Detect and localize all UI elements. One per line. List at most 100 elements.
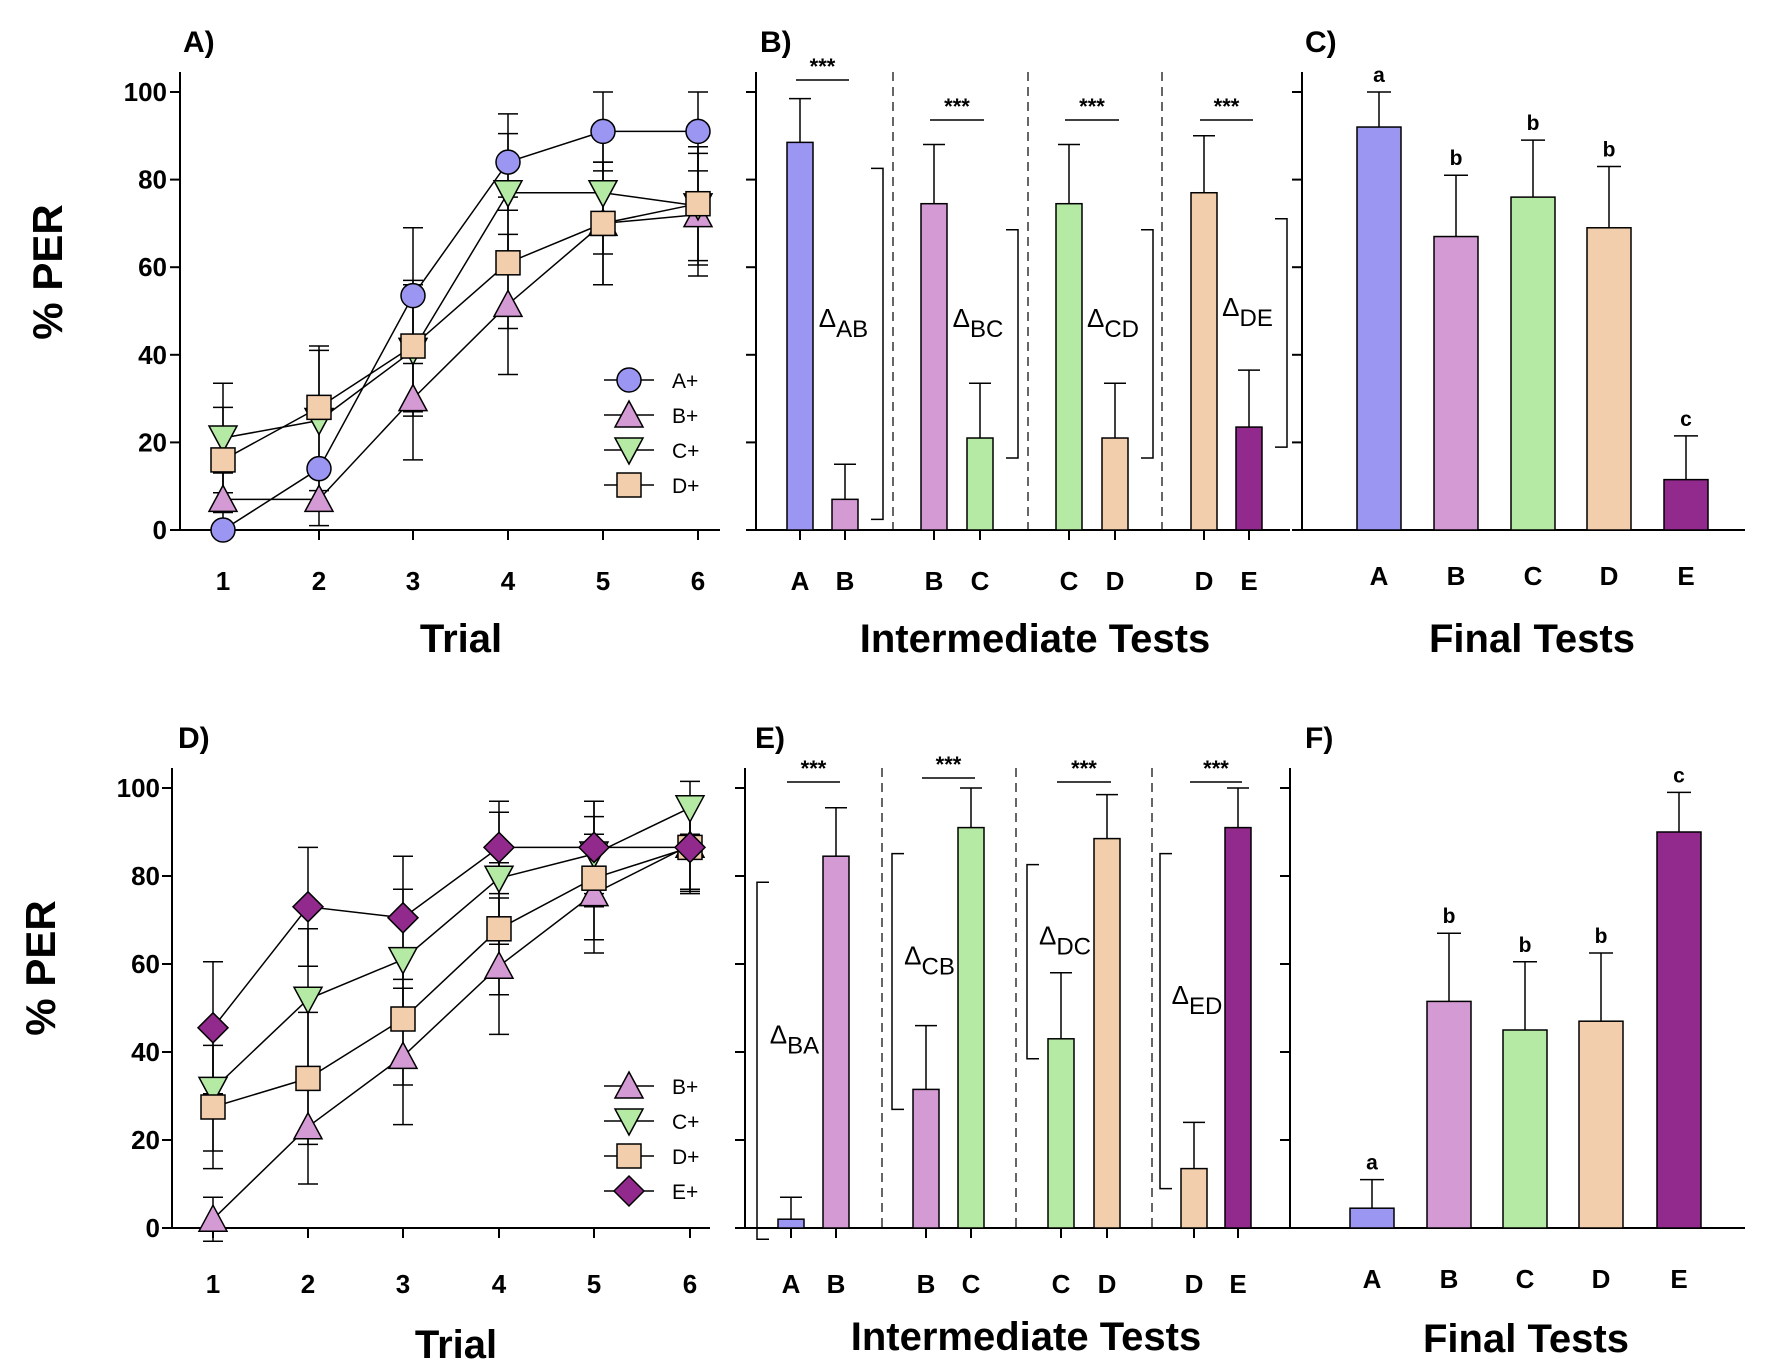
panel-5-label: E) — [755, 722, 785, 755]
panel-1-point-C — [587, 179, 619, 209]
panel-1-y-tick-label: 60 — [138, 252, 167, 282]
panel-1-label: A) — [183, 26, 215, 59]
panel-5-delta-label: ΔED — [1172, 980, 1223, 1020]
panel-2-x-tick-label: C — [1060, 566, 1079, 596]
panel-5-bar-E — [1224, 826, 1252, 1229]
panel-2-xlabel: Intermediate Tests — [860, 617, 1211, 661]
panel-2-delta-bracket — [1006, 228, 1019, 459]
panel-4-x-tick-label: 1 — [206, 1269, 220, 1299]
panel-2-bar-C — [1055, 202, 1083, 531]
panel-4-y-tick-label: 20 — [131, 1125, 160, 1155]
panel-4-point-B — [578, 878, 610, 907]
panel-2-delta-symbol: Δ — [953, 303, 970, 333]
panel-4-legend-marker-B — [613, 1070, 645, 1099]
panel-4-point-C — [483, 865, 515, 894]
panel-1-series-line-B — [223, 213, 699, 501]
panel-1-x-tick-label: 4 — [501, 566, 516, 596]
panel-2-delta-label: ΔCD — [1087, 303, 1139, 343]
panel-5-sig-stars: *** — [1203, 756, 1229, 781]
ylabel-top: % PER — [24, 204, 71, 339]
panel-3-x-tick-label: D — [1600, 561, 1619, 591]
panel-6-sig-letter: c — [1673, 764, 1685, 787]
panel-1-y-tick-label: 0 — [153, 515, 167, 545]
panel-1-point-B — [207, 483, 239, 513]
panel-1-legend-marker-B — [613, 399, 645, 428]
panel-5-xlabel: Intermediate Tests — [851, 1315, 1202, 1359]
panel-4-xlabel: Trial — [415, 1323, 497, 1367]
panel-5-x-tick-label: D — [1098, 1269, 1117, 1299]
panel-6-sig-letter: b — [1443, 905, 1456, 928]
panel-1-point-D — [210, 447, 236, 473]
panel-4-series-line-C — [212, 807, 691, 1090]
panel-5-x-tick-label: C — [962, 1269, 981, 1299]
panel-1-point-A — [685, 118, 711, 145]
panel-5-bar-D — [1093, 837, 1121, 1229]
panel-5-delta-subscript: ED — [1189, 993, 1222, 1020]
panel-1-point-A — [210, 517, 236, 543]
panel-1-point-A — [495, 149, 521, 175]
panel-4-point-D — [581, 865, 607, 891]
panel-2-x-tick-label: C — [971, 566, 990, 596]
panel-2-x-tick-label: D — [1195, 566, 1214, 596]
panel-1-x-tick-label: 1 — [216, 566, 230, 596]
panel-2-bar-D — [1101, 437, 1129, 531]
panel-4-y-tick-label: 60 — [131, 949, 160, 979]
panel-4-series-line-E — [212, 846, 690, 1029]
panel-4-y-tick-label: 40 — [131, 1037, 160, 1067]
panel-2-delta-label: ΔBC — [953, 303, 1004, 343]
panel-5-delta-symbol: Δ — [1039, 921, 1056, 951]
panel-4-label: D) — [178, 722, 210, 755]
panel-4-point-D — [486, 916, 512, 942]
panel-2-delta-bracket — [1275, 217, 1288, 448]
panel-6-sig-letter: b — [1519, 934, 1532, 957]
panel-1-legend-marker-D — [616, 472, 642, 498]
panel-4-point-B — [292, 1111, 324, 1140]
panel-1-point-A — [306, 455, 332, 482]
panel-1-legend-label: A+ — [672, 370, 698, 393]
panel-2-delta-symbol: Δ — [819, 303, 836, 333]
panel-4-point-B — [197, 1203, 229, 1232]
panel-2-sig-stars: *** — [1079, 94, 1105, 119]
panel-2-bar-B — [920, 202, 948, 531]
panel-5-delta-bracket — [756, 881, 769, 1240]
panel-1-legend-label: B+ — [672, 405, 698, 428]
panel-2-label: B) — [760, 26, 792, 59]
panel-1-point-D — [685, 190, 711, 217]
panel-2-delta-subscript: DE — [1240, 305, 1273, 332]
panel-2-sig-stars: *** — [810, 54, 836, 79]
panel-2-delta-subscript: AB — [836, 316, 868, 343]
panel-6-bar-C — [1502, 1029, 1548, 1229]
panel-4-y-tick-label: 0 — [146, 1213, 160, 1243]
panel-5-bar-A — [777, 1218, 805, 1229]
panel-2-delta-subscript: BC — [970, 316, 1003, 343]
panel-3-x-tick-label: B — [1447, 561, 1466, 591]
panel-1-y-tick-label: 80 — [138, 165, 167, 195]
panel-4-x-tick-label: 3 — [396, 1269, 410, 1299]
panel-1-x-tick-label: 6 — [691, 566, 705, 596]
panel-6-bar-E — [1656, 831, 1702, 1229]
panel-6-x-tick-label: A — [1363, 1264, 1382, 1294]
panel-1-point-C — [207, 425, 239, 454]
panel-4-point-D — [200, 1094, 226, 1120]
panel-5-delta-label: ΔCB — [904, 941, 955, 981]
panel-2-x-tick-label: B — [925, 566, 944, 596]
panel-1-point-A — [400, 282, 426, 309]
panel-5-x-tick-label: C — [1052, 1269, 1071, 1299]
panel-6-sig-letter: a — [1366, 1152, 1378, 1175]
panel-4-point-B — [483, 950, 515, 979]
panel-5-delta-bracket — [1026, 863, 1039, 1060]
panel-4-point-E — [673, 831, 707, 864]
panel-1-y-tick-label: 40 — [138, 340, 167, 370]
panel-1-point-D — [400, 333, 426, 359]
panel-5-delta-label: ΔBA — [770, 1020, 819, 1060]
panel-3-bar-E — [1663, 478, 1709, 531]
panel-2-delta-label: ΔAB — [819, 303, 868, 343]
panel-6-xlabel: Final Tests — [1423, 1317, 1629, 1361]
panel-4-point-C — [197, 1076, 229, 1105]
panel-2-bar-D — [1190, 191, 1218, 531]
panel-4-point-D — [390, 1006, 416, 1032]
panel-3-sig-letter: a — [1373, 64, 1385, 87]
panel-2-x-tick-label: A — [791, 566, 810, 596]
panel-1-series-line-D — [222, 202, 699, 461]
